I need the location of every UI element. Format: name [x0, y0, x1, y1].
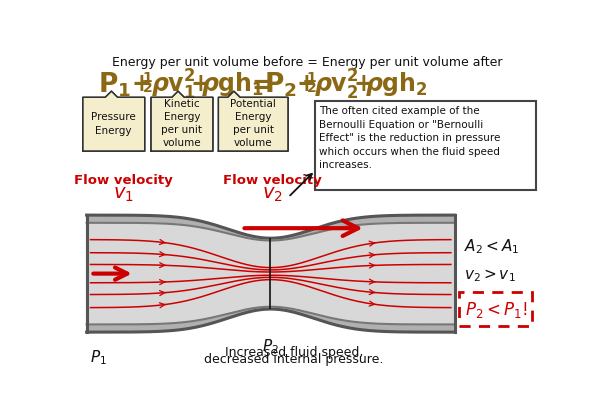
- Text: $\mathbf{2}$: $\mathbf{2}$: [306, 81, 316, 95]
- Text: $\mathbf{+}$: $\mathbf{+}$: [131, 73, 150, 96]
- Polygon shape: [86, 223, 455, 325]
- Text: Flow velocity: Flow velocity: [74, 173, 172, 186]
- Text: Potential
Energy
per unit
volume: Potential Energy per unit volume: [230, 99, 276, 148]
- Text: $\mathbf{P_1}$: $\mathbf{P_1}$: [98, 70, 131, 98]
- Text: $\mathbf{+}$: $\mathbf{+}$: [353, 73, 373, 96]
- Text: $\mathbf{=}$: $\mathbf{=}$: [247, 73, 272, 96]
- Text: $P_2 < P_1!$: $P_2 < P_1!$: [464, 299, 527, 319]
- Polygon shape: [218, 92, 288, 152]
- Polygon shape: [86, 216, 455, 332]
- Text: $\mathbf{+}$: $\mathbf{+}$: [190, 73, 209, 96]
- Text: decreased internal pressure.: decreased internal pressure.: [204, 352, 383, 365]
- Text: $v_2 > v_1$: $v_2 > v_1$: [464, 266, 516, 283]
- Polygon shape: [151, 92, 213, 152]
- Text: $\boldsymbol{\rho} \mathbf{v_1^2}$: $\boldsymbol{\rho} \mathbf{v_1^2}$: [151, 67, 196, 101]
- Text: Increased fluid speed,: Increased fluid speed,: [225, 345, 363, 358]
- Text: Pressure
Energy: Pressure Energy: [91, 111, 136, 136]
- Polygon shape: [83, 92, 145, 152]
- Text: $\mathbf{2}$: $\mathbf{2}$: [142, 81, 153, 95]
- Text: $\boldsymbol{\rho}\mathbf{v_2^2}$: $\boldsymbol{\rho}\mathbf{v_2^2}$: [314, 67, 359, 101]
- Text: Energy per unit volume before = Energy per unit volume after: Energy per unit volume before = Energy p…: [112, 56, 503, 69]
- Text: $\boldsymbol{\rho}\mathbf{gh_1}$: $\boldsymbol{\rho}\mathbf{gh_1}$: [202, 70, 265, 98]
- FancyBboxPatch shape: [460, 292, 532, 326]
- Text: $\boldsymbol{\rho}\mathbf{gh_2}$: $\boldsymbol{\rho}\mathbf{gh_2}$: [365, 70, 428, 98]
- Text: Flow velocity: Flow velocity: [223, 173, 322, 186]
- Text: $A_2 < A_1$: $A_2 < A_1$: [464, 237, 520, 255]
- Text: The often cited example of the
Bernoulli Equation or "Bernoulli
Effect" is the r: The often cited example of the Bernoulli…: [319, 106, 500, 170]
- Text: $\mathbf{1}$: $\mathbf{1}$: [142, 70, 153, 84]
- Text: $v_1$: $v_1$: [113, 185, 134, 204]
- Text: $\mathbf{+}$: $\mathbf{+}$: [296, 73, 315, 96]
- Text: $P_1$: $P_1$: [91, 348, 107, 367]
- Text: $\mathbf{1}$: $\mathbf{1}$: [306, 70, 317, 84]
- Text: $P_2$: $P_2$: [262, 336, 279, 355]
- Text: $v_2$: $v_2$: [262, 185, 283, 204]
- Text: $\mathbf{P_2}$: $\mathbf{P_2}$: [264, 70, 297, 98]
- FancyBboxPatch shape: [315, 102, 536, 190]
- Text: Kinetic
Energy
per unit
volume: Kinetic Energy per unit volume: [161, 99, 202, 148]
